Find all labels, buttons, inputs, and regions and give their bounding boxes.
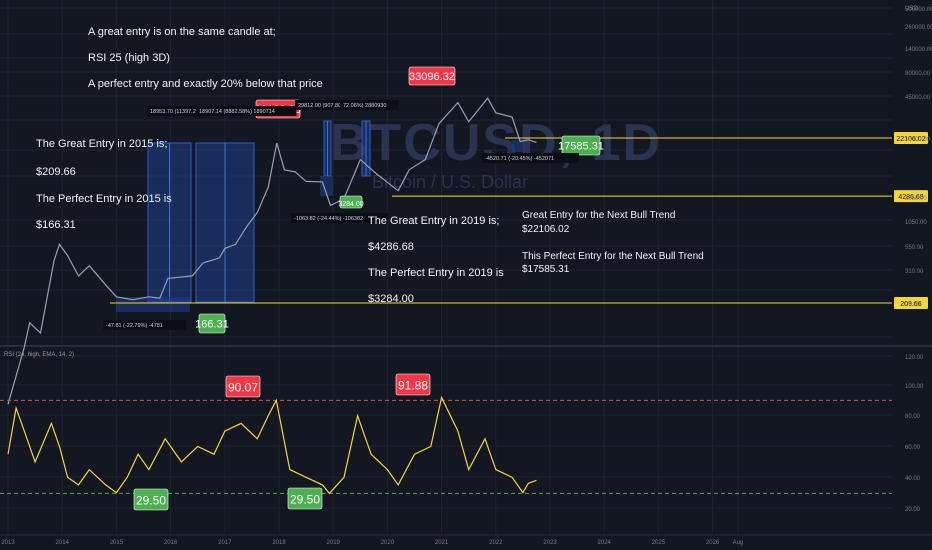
x-tick-label: 2020 xyxy=(381,540,395,546)
range-label: -47.81 (-22.79%) -4781 xyxy=(106,323,163,329)
annotation-2015-perfect: The Perfect Entry in 2015 is xyxy=(36,193,172,205)
price-y-tick: 2050.00 xyxy=(905,196,927,202)
x-tick-label: 2025 xyxy=(652,540,666,546)
range-label-bg xyxy=(482,153,579,163)
x-tick-label: 2019 xyxy=(327,540,341,546)
x-tick-label: 2013 xyxy=(1,540,15,546)
annotation-top-1: A great entry is on the same candle at; xyxy=(88,26,276,38)
price-callout-box xyxy=(339,195,363,209)
annotation-top-2: RSI 25 (high 3D) xyxy=(88,52,170,64)
rsi-callout-label: 90.07 xyxy=(228,381,258,395)
rsi-callout-box xyxy=(287,487,323,510)
annotation-2019-perfect: The Perfect Entry in 2019 is xyxy=(368,267,504,279)
range-label: -1063.82 (-24.44%) -106382 xyxy=(294,216,363,222)
price-y-tick: 13000.00 xyxy=(905,137,931,143)
rsi-y-tick: 80.00 xyxy=(905,414,921,420)
rsi-y-tick: 60.00 xyxy=(905,445,921,451)
watermark-name: Bitcoin / U.S. Dollar xyxy=(372,172,528,192)
rsi-callout-box xyxy=(395,373,431,396)
price-callout-box xyxy=(561,135,601,156)
price-callout-label: 3284.00 xyxy=(338,201,363,208)
x-tick-label: 2024 xyxy=(598,540,612,546)
annotation-2015-great: The Great Entry in 2015 is; xyxy=(36,138,168,150)
price-callout-label: 33096.32 xyxy=(409,71,455,83)
range-label: 18953.70 (11397.29%) 1895 xyxy=(150,109,219,115)
range-label-bg xyxy=(147,106,241,116)
x-tick-label: Aug xyxy=(733,540,744,546)
annotation-next-perfect-price: $17585.31 xyxy=(522,264,570,275)
price-y-tick: 80000.00 xyxy=(905,71,931,77)
x-tick-label: 2015 xyxy=(110,540,124,546)
rsi-y-tick: 120.00 xyxy=(905,355,924,361)
level-price-label: 22106.02 xyxy=(896,136,925,143)
range-label-bg xyxy=(340,100,399,110)
price-y-tick: 310.00 xyxy=(905,269,924,275)
price-y-tick: 500000.00 xyxy=(905,7,932,13)
rsi-y-tick: 20.00 xyxy=(905,507,921,513)
rsi-callout-box xyxy=(225,375,261,398)
x-tick-label: 2017 xyxy=(218,540,232,546)
level-price-tag xyxy=(894,297,928,309)
x-tick-label: 2014 xyxy=(56,540,70,546)
price-y-tick: 140000.00 xyxy=(905,47,932,53)
level-price-tag xyxy=(894,190,928,203)
annotation-top-3: A perfect entry and exactly 20% below th… xyxy=(88,78,323,90)
watermark-symbol: BTCUSD, 1D xyxy=(330,114,662,172)
x-tick-label: 2021 xyxy=(435,540,449,546)
x-tick-label: 2026 xyxy=(706,540,720,546)
price-y-tick: 1050.00 xyxy=(905,220,927,226)
range-label-bg xyxy=(291,213,388,223)
rsi-callout-box xyxy=(133,488,169,511)
range-label: -4520.71 (-20.45%) -452071 xyxy=(485,156,554,162)
range-label: 18907.14 (8882.58%) 1890714 xyxy=(199,109,275,115)
annotation-next-great-price: $22106.02 xyxy=(522,224,570,235)
annotation-2019-great-price: $4286.68 xyxy=(368,241,414,253)
level-price-label: 4286.68 xyxy=(898,194,923,201)
annotation-next-perfect: This Perfect Entry for the Next Bull Tre… xyxy=(522,251,704,262)
range-label-bg xyxy=(196,106,297,116)
y-unit-label: USD xyxy=(905,6,918,12)
x-tick-label: 2023 xyxy=(543,540,557,546)
level-price-tag xyxy=(894,132,928,144)
price-y-tick: 260000.00 xyxy=(905,25,932,31)
price-y-tick: 90.00 xyxy=(905,302,921,308)
rsi-callout-label: 91.88 xyxy=(398,379,428,393)
level-price-label: 209.66 xyxy=(900,301,922,308)
x-tick-label: 2022 xyxy=(489,540,503,546)
rsi-series-line xyxy=(7,395,537,495)
annotation-2019-perfect-price: $3284.00 xyxy=(368,293,414,305)
price-callout-box xyxy=(198,313,226,334)
price-y-tick: 45000.00 xyxy=(905,95,931,101)
price-y-tick: 550.00 xyxy=(905,245,924,251)
price-callout-box xyxy=(408,66,456,86)
range-box xyxy=(512,140,525,152)
rsi-y-tick: 100.00 xyxy=(905,384,924,390)
rsi-callout-label: 29.50 xyxy=(136,494,166,508)
range-box xyxy=(320,176,333,196)
x-tick-label: 2018 xyxy=(272,540,286,546)
annotation-next-great: Great Entry for the Next Bull Trend xyxy=(522,210,676,221)
price-callout-label: 17585.31 xyxy=(558,141,604,153)
annotation-2019-great: The Great Entry in 2019 is; xyxy=(368,215,500,227)
range-label: 29812.00 (907.80%) 2981200 xyxy=(298,103,371,109)
price-callout-label: 166.31 xyxy=(195,319,229,331)
price-series-line xyxy=(7,97,537,405)
range-box xyxy=(116,297,190,312)
annotation-2015-perfect-price: $166.31 xyxy=(36,219,76,231)
annotation-2015-great-price: $209.66 xyxy=(36,166,76,178)
range-label: 72.06%) 2880930 xyxy=(343,103,386,109)
x-tick-label: 2016 xyxy=(164,540,178,546)
rsi-title: RSI (24, high, EMA, 14, 2) xyxy=(4,352,74,358)
rsi-callout-label: 29.50 xyxy=(290,493,320,507)
rsi-y-tick: 40.00 xyxy=(905,476,921,482)
range-label-bg xyxy=(103,320,186,330)
